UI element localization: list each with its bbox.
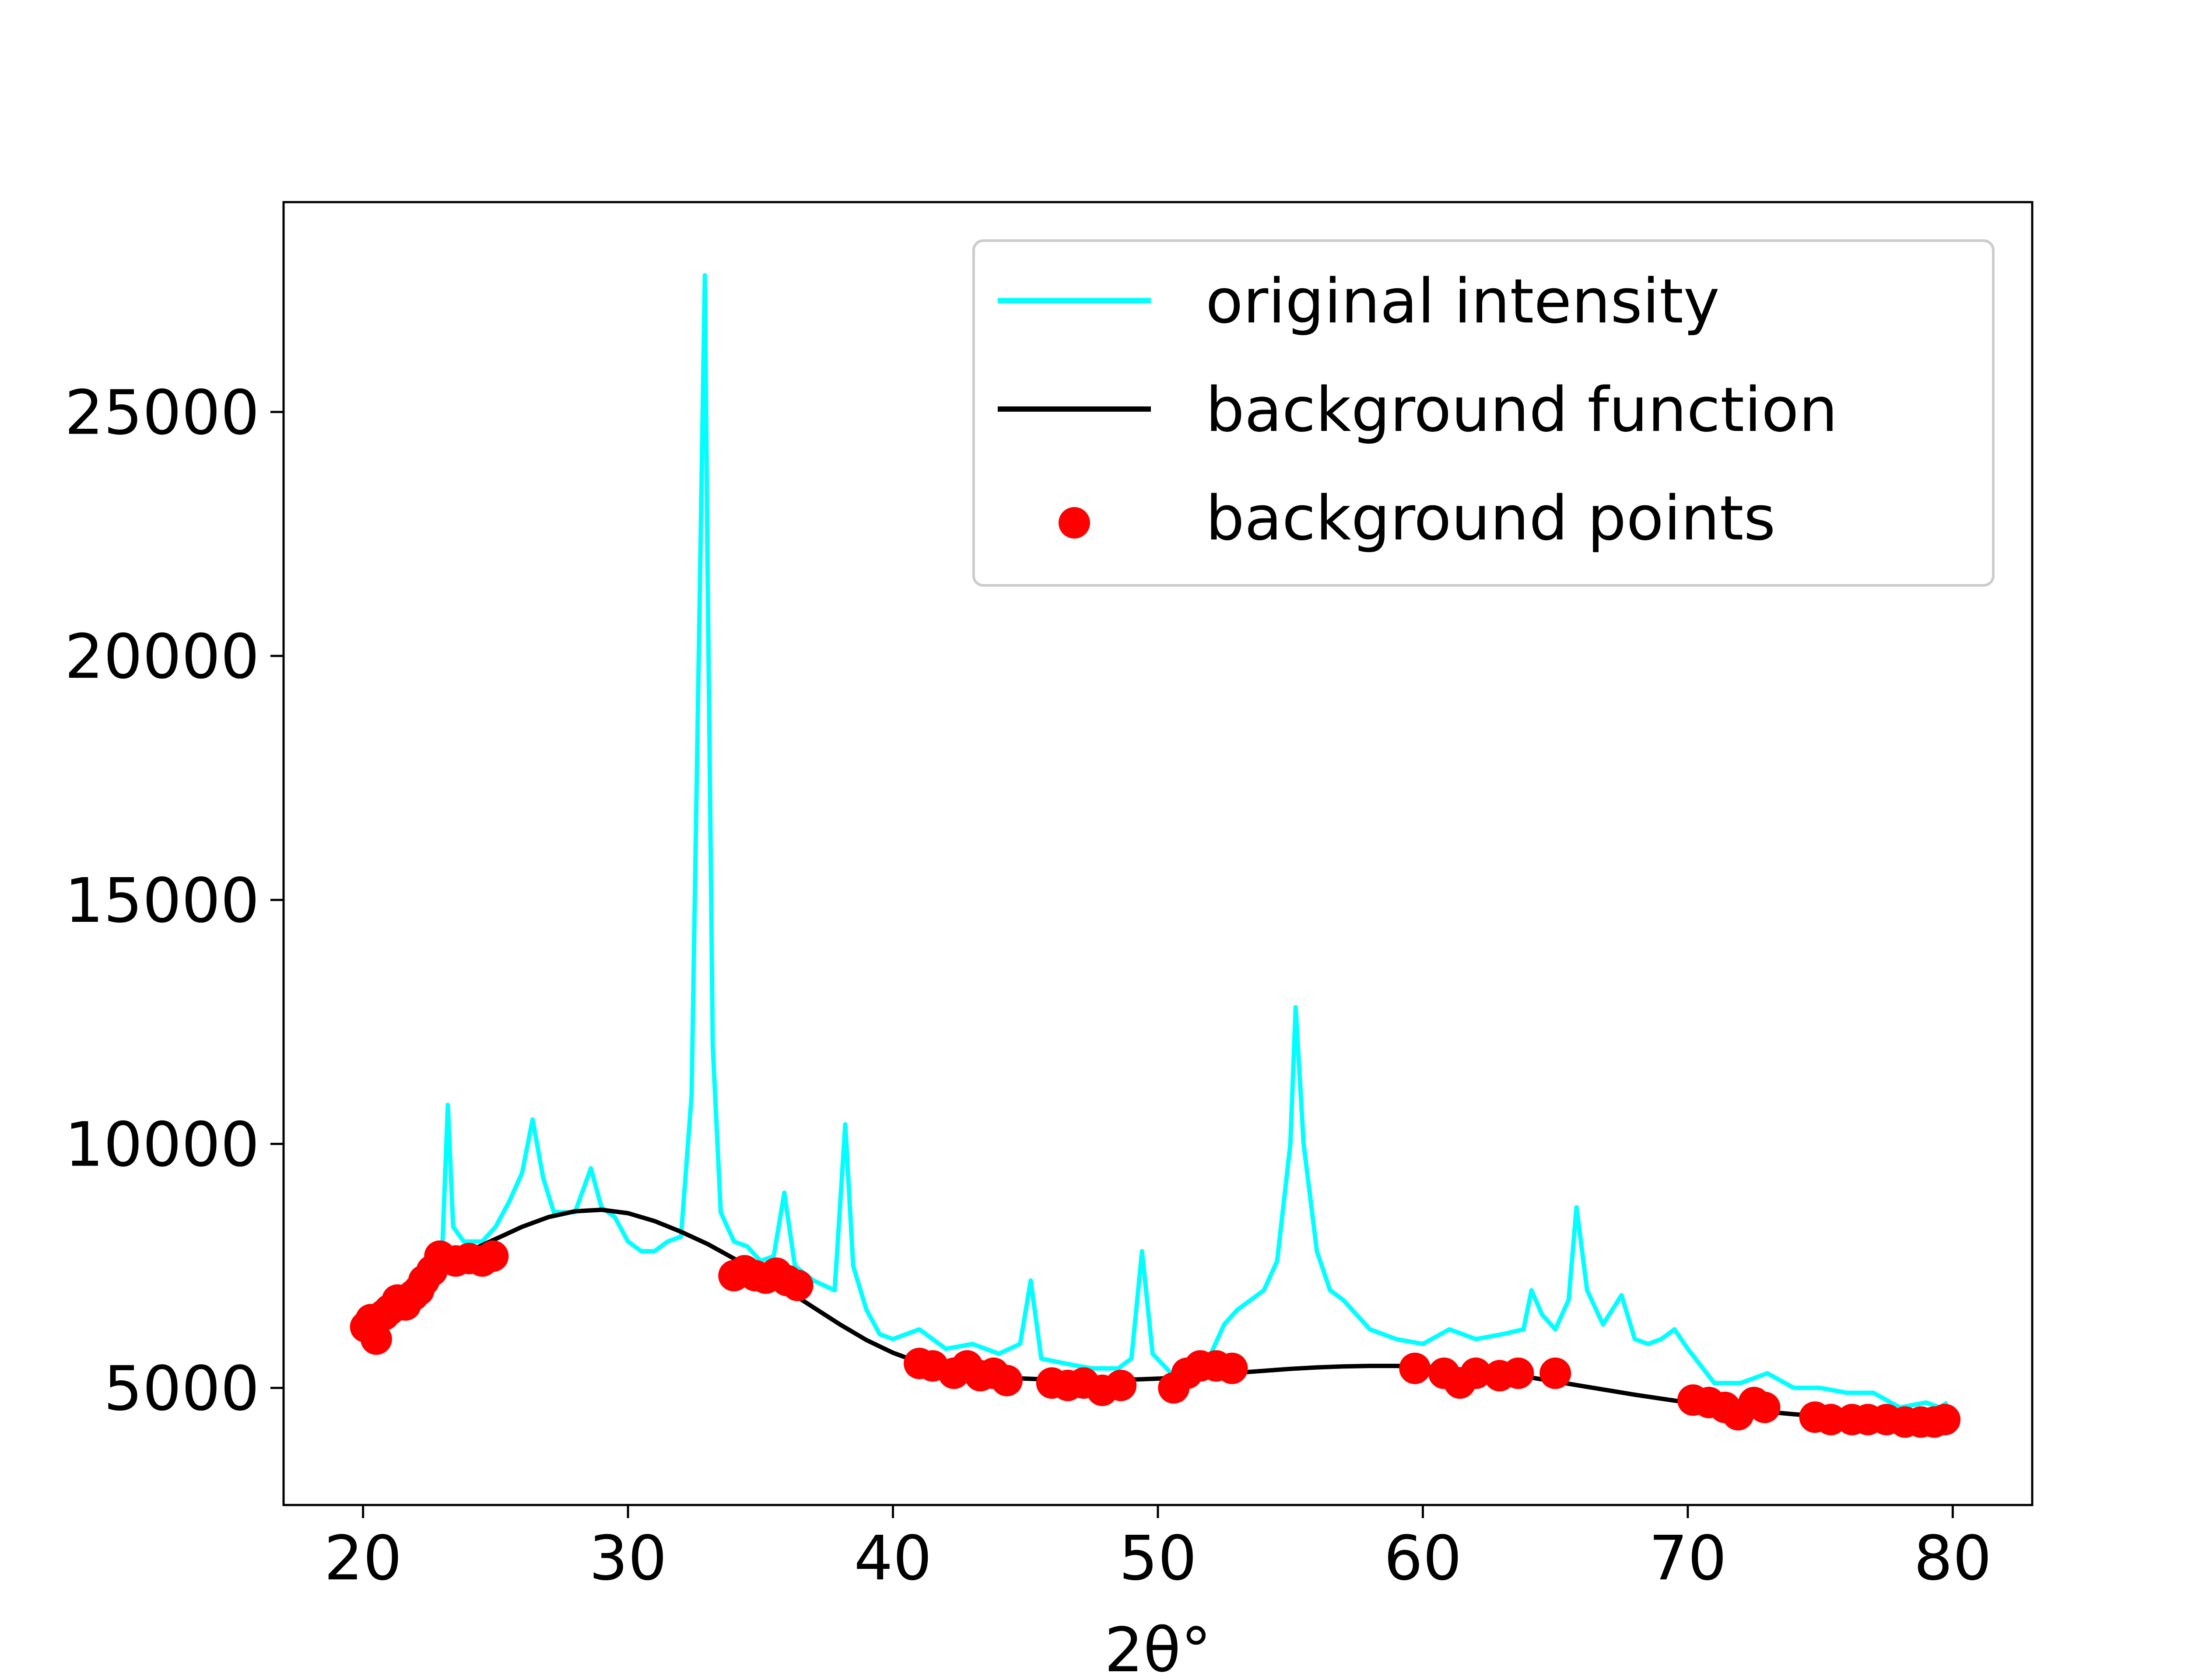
legend-entry-background-points: background points <box>1059 483 1776 554</box>
background-point <box>1105 1369 1137 1401</box>
background-point <box>360 1323 392 1355</box>
legend: original intensity background function bac… <box>972 239 1995 587</box>
legend-label: background function <box>1206 374 1837 446</box>
background-point <box>1749 1391 1781 1423</box>
background-point <box>1216 1352 1248 1384</box>
background-point <box>782 1270 813 1302</box>
legend-entry-background-function: background function <box>998 374 1837 446</box>
y-tick-label: 10000 <box>65 1110 259 1181</box>
background-point <box>1539 1357 1571 1389</box>
background-point <box>477 1240 509 1272</box>
background-point <box>1502 1357 1534 1389</box>
y-tick-label: 25000 <box>65 378 259 449</box>
y-tick-label: 15000 <box>65 865 259 937</box>
legend-entry-original-intensity: original intensity <box>998 266 1720 337</box>
x-tick-label: 50 <box>1119 1523 1197 1594</box>
x-tick-label: 20 <box>324 1523 402 1594</box>
background-point <box>1929 1404 1961 1435</box>
x-tick-label: 80 <box>1914 1523 1992 1594</box>
x-tick-label: 40 <box>854 1523 932 1594</box>
background-point <box>991 1365 1023 1396</box>
series-layer <box>350 273 1961 1438</box>
legend-swatch-dot <box>1059 507 1090 539</box>
legend-label: background points <box>1206 483 1776 554</box>
y-tick-label: 20000 <box>65 621 259 693</box>
x-axis-label: 2θ° <box>1105 1615 1212 1680</box>
legend-label: original intensity <box>1206 266 1720 337</box>
x-tick-label: 30 <box>589 1523 667 1594</box>
series-original-intensity-line <box>361 273 1949 1410</box>
y-tick-label: 5000 <box>104 1353 259 1424</box>
x-tick-label: 70 <box>1649 1523 1727 1594</box>
axes-layer: 20 30 40 50 60 70 80 5000 10000 15000 20000 25000 <box>65 378 1992 1594</box>
background-point <box>1399 1352 1431 1384</box>
background-point <box>1460 1357 1492 1389</box>
x-tick-label: 60 <box>1384 1523 1462 1594</box>
legend-box <box>972 239 1995 587</box>
